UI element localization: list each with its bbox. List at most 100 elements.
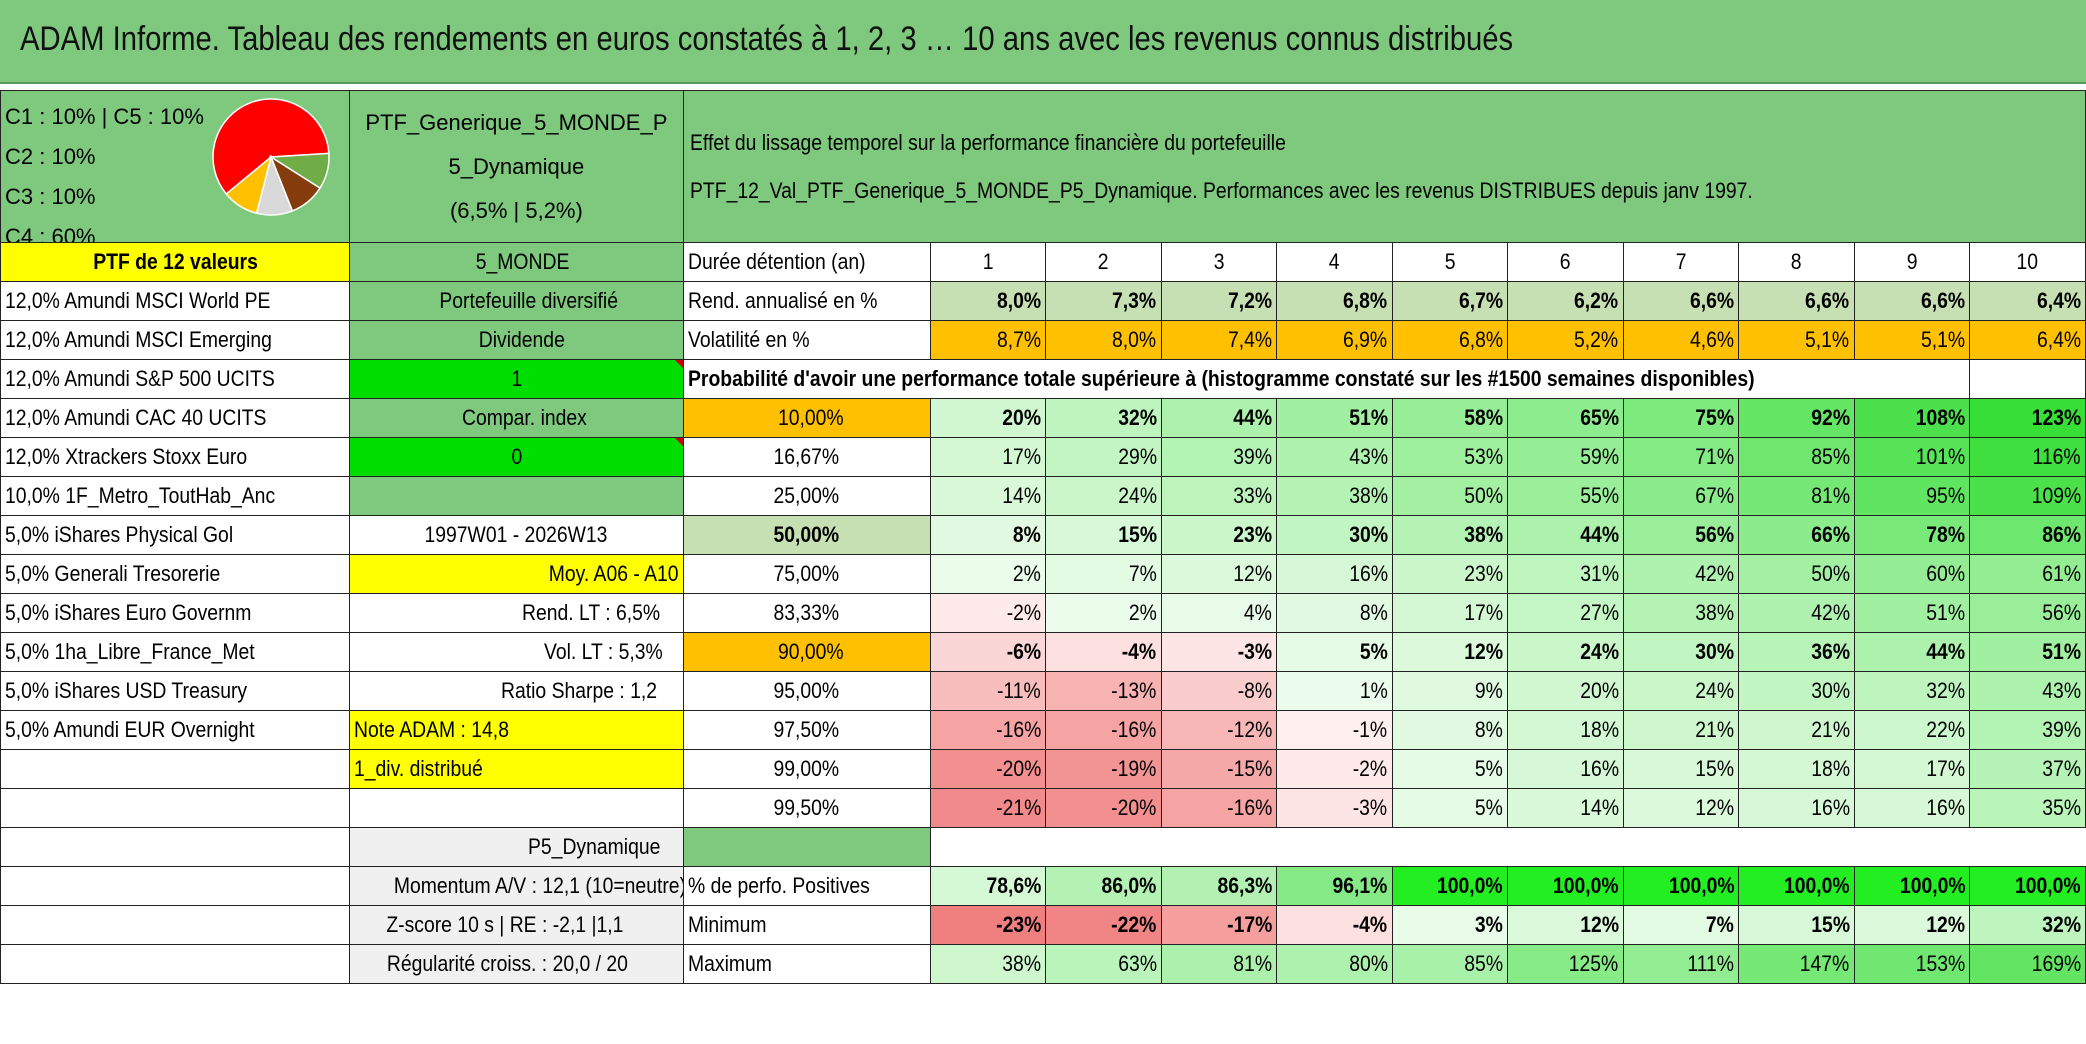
compar-value-text: 0 [511, 444, 523, 469]
probability-value-text: 58% [1464, 405, 1504, 430]
volatility-value: 6,4% [1969, 320, 2086, 360]
probability-value: 86% [1969, 515, 2086, 555]
positive-value-text: 86,0% [1101, 873, 1157, 898]
probability-value: 2% [1045, 593, 1162, 633]
holding: 5,0% Generali Tresorerie [0, 554, 351, 594]
volatility-value: 5,1% [1738, 320, 1855, 360]
maximum-value: 38% [929, 944, 1047, 984]
year-header-text: 10 [2016, 249, 2039, 274]
compar-label: Compar. index [349, 398, 684, 438]
positive-value-text: 100,0% [1899, 873, 1966, 898]
positive-value: 100,0% [1507, 866, 1624, 906]
probability-value: -20% [929, 749, 1047, 789]
probability-value-text: -8% [1237, 678, 1273, 703]
probability-value-text: 27% [1579, 600, 1619, 625]
probability-value-text: 95% [1926, 483, 1966, 508]
holding-text: 5,0% Generali Tresorerie [5, 561, 221, 586]
probability-threshold: 83,33% [682, 593, 931, 633]
maximum-value: 85% [1391, 944, 1509, 984]
volatility-value-text: 5,1% [1805, 327, 1850, 352]
positive-value: 78,6% [929, 866, 1047, 906]
volatility-row: 12,0% Amundi MSCI Emerging Dividende Volat… [0, 320, 2086, 360]
portfolio-zone: 5_MONDE [349, 242, 684, 282]
probability-value-text: 42% [1695, 561, 1735, 586]
probability-value: 17% [1853, 749, 1971, 789]
annual-return-value: 6,6% [1622, 281, 1740, 321]
minimum-row: Z-score 10 s | RE : -2,1 |1,1 Minimum -23%… [0, 905, 2086, 945]
probability-value: 55% [1507, 476, 1624, 516]
probability-value-text: 29% [1117, 444, 1157, 469]
profile-row: P5_Dynamique [0, 827, 2086, 867]
regularity: Régularité croiss. : 20,0 / 20 [349, 944, 684, 984]
holding: 5,0% iShares USD Treasury [0, 671, 351, 711]
volatility-value-text: 5,2% [1574, 327, 1619, 352]
probability-value-text: 61% [2042, 561, 2081, 586]
probability-value-text: -4% [1122, 639, 1157, 664]
average-label-text: Moy. A06 - A10 [548, 561, 679, 586]
maximum-value-text: 111% [1687, 951, 1735, 976]
holding-text: 5,0% 1ha_Libre_France_Met [5, 639, 255, 664]
dividend-value: 1 [349, 359, 684, 399]
minimum-value: 15% [1738, 905, 1855, 945]
volatility-value-text: 6,8% [1458, 327, 1504, 352]
probability-value-text: 86% [2042, 522, 2081, 547]
probability-threshold-text: 95,00% [773, 678, 840, 703]
probability-value: 109% [1969, 476, 2086, 516]
probability-value-text: 8% [1013, 522, 1042, 547]
probability-value-text: 51% [2042, 639, 2081, 664]
maximum-value-text: 63% [1117, 951, 1157, 976]
performance-table: C1 : 10% | C5 : 10% C2 : 10% C3 : 10% C4 : … [0, 90, 2086, 984]
maximum-value-text: 81% [1233, 951, 1273, 976]
probability-value: 56% [1969, 593, 2086, 633]
minimum-value-text: 3% [1475, 912, 1504, 937]
probability-value-text: 123% [2031, 405, 2081, 430]
sharpe-ratio-text: Ratio Sharpe : 1,2 [501, 678, 658, 703]
probability-row: 1_div. distribué 99,00% -20% -19% -15% -2% 5% 1… [0, 749, 2086, 789]
probability-threshold-text: 83,33% [773, 600, 840, 625]
portfolio-type: Portefeuille diversifié [349, 281, 684, 321]
holding: 5,0% iShares Euro Governm [0, 593, 351, 633]
period: 1997W01 - 2026W13 [349, 515, 684, 555]
long-term-volatility-text: Vol. LT : 5,3% [543, 639, 663, 664]
probability-threshold: 95,00% [682, 671, 931, 711]
probability-value-text: 21% [1695, 717, 1735, 742]
volatility-value: 8,7% [929, 320, 1047, 360]
holding: 5,0% iShares Physical Gol [0, 515, 351, 555]
year-header: 3 [1160, 242, 1278, 282]
probability-value: 33% [1160, 476, 1278, 516]
probability-value: 101% [1853, 437, 1971, 477]
dividends-distributed: 1_div. distribué [349, 749, 684, 789]
probability-value: -15% [1160, 749, 1278, 789]
probability-value: 38% [1622, 593, 1740, 633]
probability-value: 108% [1853, 398, 1971, 438]
holding: 5,0% 1ha_Libre_France_Met [0, 632, 351, 672]
positive-label: % de perfo. Positives [682, 866, 931, 906]
volatility-value: 5,2% [1507, 320, 1624, 360]
probability-value: 42% [1738, 593, 1855, 633]
maximum-label: Maximum [682, 944, 931, 984]
probability-value-text: 78% [1926, 522, 1966, 547]
holding-text: 5,0% Amundi EUR Overnight [5, 717, 255, 742]
probability-value-text: 38% [1695, 600, 1735, 625]
probability-value: 44% [1853, 632, 1971, 672]
probability-value: 31% [1507, 554, 1624, 594]
probability-value: 92% [1738, 398, 1855, 438]
minimum-value: -4% [1276, 905, 1393, 945]
minimum-value: 32% [1969, 905, 2086, 945]
probability-value: -20% [1045, 788, 1162, 828]
rend-label: Rend. annualisé en % [682, 281, 931, 321]
year-header: 6 [1507, 242, 1624, 282]
probability-value: 5% [1391, 788, 1509, 828]
probability-value-text: 42% [1810, 600, 1850, 625]
probability-value: 51% [1969, 632, 2086, 672]
probability-value: 35% [1969, 788, 2086, 828]
positive-value: 100,0% [1391, 866, 1509, 906]
positive-value-text: 78,6% [986, 873, 1042, 898]
probability-value-text: 17% [1464, 600, 1504, 625]
probability-value: -1% [1276, 710, 1393, 750]
probability-value-text: 30% [1348, 522, 1388, 547]
maximum-value-text: 85% [1464, 951, 1504, 976]
probability-value-text: 14% [1002, 483, 1042, 508]
legend-line: C1 : 10% | C5 : 10% [5, 104, 204, 129]
probability-value: -13% [1045, 671, 1162, 711]
